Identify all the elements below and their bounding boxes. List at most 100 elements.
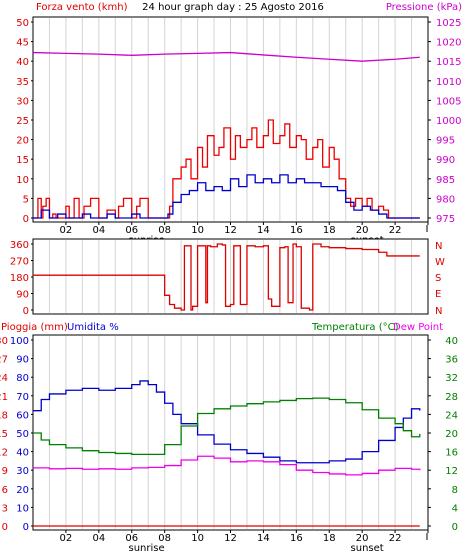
pressure-y-tick-label-990: 990 xyxy=(436,155,455,166)
direction-y-tick-label-270: 270 xyxy=(10,257,29,268)
humidity-y-tick-label-40: 40 xyxy=(16,448,29,459)
dewpoint-axis-label: Dew Point xyxy=(393,322,443,333)
pressure-y-tick-label-975: 975 xyxy=(436,214,455,225)
wind-pressure-x-tick-label-04: 04 xyxy=(92,225,105,236)
wind-pressure-panel: 0510152025303540455097598098599099510001… xyxy=(16,16,461,246)
pressure-axis-label: Pressione (kPa) xyxy=(386,2,462,13)
rain-humidity-temperature-panel: 0369121518212427300102030405060708090100… xyxy=(0,334,458,554)
wind-direction-series-line-0 xyxy=(33,243,420,311)
temperature-y-tick-label-24: 24 xyxy=(445,410,458,421)
compass-label-s: S xyxy=(435,273,441,284)
rain-humidity-x-tick-label-08: 08 xyxy=(158,533,171,544)
pressure-y-tick-label-1020: 1020 xyxy=(436,38,461,49)
direction-y-tick-label-90: 90 xyxy=(16,290,29,301)
humidity-y-tick-label-100: 100 xyxy=(10,336,29,347)
wind-pressure-x-tick-label-12: 12 xyxy=(224,225,237,236)
wind-pressure-series-line-1 xyxy=(33,174,420,219)
rain-humidity-x-tick-label-10: 10 xyxy=(191,533,204,544)
rain-humidity-x-tick-label-06: 06 xyxy=(125,533,138,544)
humidity-y-tick-label-0: 0 xyxy=(23,522,29,533)
humidity-y-tick-label-60: 60 xyxy=(16,410,29,421)
rain-humidity-x-tick-label-20: 20 xyxy=(356,533,369,544)
pressure-y-tick-label-985: 985 xyxy=(436,175,455,186)
pressure-y-tick-label-1015: 1015 xyxy=(436,57,461,68)
rain-y-tick-label-3: 3 xyxy=(2,503,8,514)
rain-y-tick-label-21: 21 xyxy=(0,392,8,403)
rain-axis-label: Pioggia (mm) xyxy=(1,322,68,333)
rain-humidity-x-tick-label-04: 04 xyxy=(92,533,105,544)
wind-y-tick-label-45: 45 xyxy=(16,38,29,49)
temperature-y-tick-label-40: 40 xyxy=(445,336,458,347)
temperature-y-tick-label-0: 0 xyxy=(452,522,458,533)
wind-y-tick-label-35: 35 xyxy=(16,77,29,88)
wind-y-tick-label-40: 40 xyxy=(16,57,29,68)
rain-humidity-x-tick-label-16: 16 xyxy=(290,533,303,544)
rain-humidity-x-tick-label-22: 22 xyxy=(389,533,402,544)
humidity-axis-label: Umidita % xyxy=(67,322,119,333)
compass-label-n-bottom: N xyxy=(435,306,442,317)
temperature-y-tick-label-20: 20 xyxy=(445,429,458,440)
wind-pressure-series-line-2 xyxy=(32,51,420,62)
pressure-y-tick-label-1000: 1000 xyxy=(436,116,461,127)
pressure-y-tick-label-1005: 1005 xyxy=(436,96,461,107)
wind-y-tick-label-10: 10 xyxy=(16,175,29,186)
rain-y-tick-label-12: 12 xyxy=(0,448,8,459)
compass-label-e: E xyxy=(435,289,441,300)
compass-label-w: W xyxy=(435,257,445,268)
rain-y-tick-label-9: 9 xyxy=(2,466,8,477)
wind-y-tick-label-20: 20 xyxy=(16,136,29,147)
rain-humidity-marker-sunrise: sunrise xyxy=(128,543,164,554)
rain-y-tick-label-6: 6 xyxy=(2,485,8,496)
pressure-y-tick-label-980: 980 xyxy=(436,194,455,205)
wind-pressure-x-tick-label-16: 16 xyxy=(290,225,303,236)
humidity-y-tick-label-80: 80 xyxy=(16,373,29,384)
wind-direction-panel: 0 90 180 270 360 xyxy=(10,238,429,317)
rain-humidity-x-tick-label-18: 18 xyxy=(323,533,336,544)
temperature-y-tick-label-32: 32 xyxy=(445,373,458,384)
rain-humidity-x-tick-label-12: 12 xyxy=(224,533,237,544)
rain-y-tick-label-0: 0 xyxy=(2,522,8,533)
rain-y-tick-label-15: 15 xyxy=(0,429,8,440)
humidity-y-tick-label-10: 10 xyxy=(16,503,29,514)
temperature-y-tick-label-12: 12 xyxy=(445,466,458,477)
wind-pressure-x-tick-label-22: 22 xyxy=(389,225,402,236)
temperature-y-tick-label-8: 8 xyxy=(452,485,458,496)
wind-y-tick-label-50: 50 xyxy=(16,18,29,29)
rain-y-tick-label-30: 30 xyxy=(0,336,8,347)
pressure-y-tick-label-1010: 1010 xyxy=(436,77,461,88)
wind-y-tick-label-25: 25 xyxy=(16,116,29,127)
rain-y-tick-label-18: 18 xyxy=(0,410,8,421)
wind-y-tick-label-0: 0 xyxy=(23,214,29,225)
wind-y-tick-label-15: 15 xyxy=(16,155,29,166)
humidity-y-tick-label-20: 20 xyxy=(16,485,29,496)
rain-humidity-x-tick-label-14: 14 xyxy=(257,533,270,544)
wind-y-tick-label-5: 5 xyxy=(23,194,29,205)
wind-y-tick-label-30: 30 xyxy=(16,96,29,107)
direction-y-tick-label-360: 360 xyxy=(10,240,29,251)
series-line-dew-point xyxy=(33,455,421,476)
wind-pressure-x-tick-label-14: 14 xyxy=(257,225,270,236)
temperature-y-tick-label-16: 16 xyxy=(445,448,458,459)
wind-pressure-x-tick-label-10: 10 xyxy=(191,225,204,236)
rain-humidity-marker-sunset: sunset xyxy=(351,543,384,554)
wind-pressure-x-tick-label-08: 08 xyxy=(158,225,171,236)
wind-axis-label: Forza vento (kmh) xyxy=(36,2,128,13)
humidity-y-tick-label-50: 50 xyxy=(16,429,29,440)
humidity-y-tick-label-30: 30 xyxy=(16,466,29,477)
series-line-temperatura-c xyxy=(33,397,421,456)
rain-y-tick-label-27: 27 xyxy=(0,355,8,366)
series-line-umidita xyxy=(33,380,421,464)
temperature-y-tick-label-36: 36 xyxy=(445,355,458,366)
wind-pressure-x-tick-label-06: 06 xyxy=(125,225,138,236)
wind-pressure-x-tick-label-02: 02 xyxy=(60,225,73,236)
direction-y-tick-label-0: 0 xyxy=(23,306,29,317)
humidity-y-tick-label-90: 90 xyxy=(16,355,29,366)
humidity-y-tick-label-70: 70 xyxy=(16,392,29,403)
direction-y-tick-label-180: 180 xyxy=(10,273,29,284)
temperature-y-tick-label-28: 28 xyxy=(445,392,458,403)
chart-title: 24 hour graph day : 25 Agosto 2016 xyxy=(142,2,324,13)
wind-direction-compass-labels: N W S E N xyxy=(435,241,445,317)
pressure-y-tick-label-1025: 1025 xyxy=(436,18,461,29)
rain-humidity-x-tick-label-02: 02 xyxy=(60,533,73,544)
